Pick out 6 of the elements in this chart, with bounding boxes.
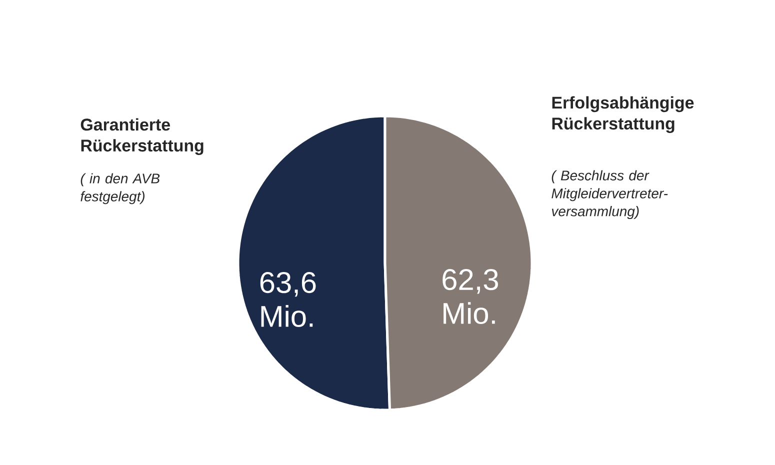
slice-label: Erfolgsabhängige Rückerstattung — [552, 96, 694, 133]
text: ( Beschluss der Mitgleidervertreter-versammlung) — [552, 170, 668, 220]
data-label: 63,6 Mio. — [260, 272, 316, 327]
slice-label: Garantierte Rückerstattung — [80, 118, 204, 155]
text: ( in den AVB festgelegt) — [80, 173, 160, 204]
data-label: 62,3 Mio. — [442, 268, 498, 324]
